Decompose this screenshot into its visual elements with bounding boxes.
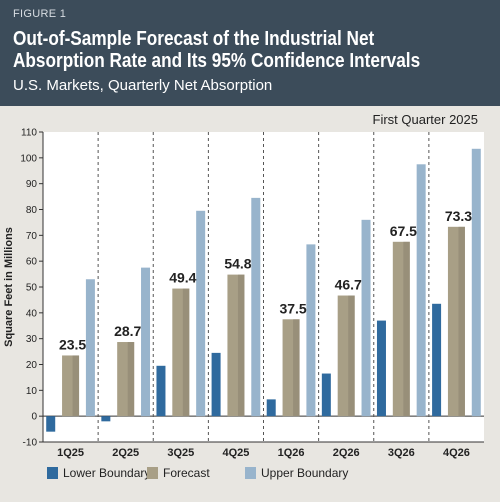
bar-forecast-shade	[458, 226, 465, 417]
data-label: 73.3	[445, 208, 472, 224]
figure-header: FIGURE 1 Out-of-Sample Forecast of the I…	[0, 0, 500, 106]
legend-swatch	[245, 467, 256, 479]
data-label: 37.5	[279, 300, 306, 316]
data-label: 67.5	[390, 223, 417, 239]
bar-lower-boundary	[211, 352, 221, 417]
bar-forecast-shade	[293, 319, 300, 417]
bar-forecast-shade	[237, 274, 245, 417]
x-tick-label: 3Q25	[167, 447, 194, 459]
legend-entry: Upper Boundary	[261, 466, 348, 480]
bar-lower-boundary	[432, 303, 442, 417]
bar-lower-boundary	[376, 320, 386, 417]
y-tick-label: 40	[26, 308, 38, 319]
figure-label: FIGURE 1	[13, 8, 67, 20]
x-tick-label: 3Q26	[388, 447, 415, 459]
bar-lower-boundary	[101, 416, 111, 422]
x-tick-label: 4Q26	[443, 447, 470, 459]
data-label: 23.5	[59, 336, 86, 352]
bar-chart: First Quarter 2025 Square Feet in Million…	[3, 112, 484, 480]
y-tick-label: 50	[26, 283, 38, 294]
y-tick-label: 90	[26, 179, 38, 190]
bar-upper-boundary	[306, 244, 316, 417]
legend-entry: Lower Boundary	[63, 466, 150, 480]
x-tick-label: 1Q25	[57, 447, 84, 459]
y-tick-label: 20	[26, 360, 38, 371]
legend-entry: Forecast	[163, 466, 210, 480]
y-tick-label: 60	[26, 257, 38, 268]
chart-title-line1: Out-of-Sample Forecast of the Industrial…	[13, 28, 375, 50]
legend-swatch	[47, 467, 58, 479]
x-tick-label: 4Q25	[222, 447, 249, 459]
data-label: 28.7	[114, 323, 141, 339]
y-axis-label: Square Feet in Millions	[3, 227, 15, 347]
y-tick-label: 110	[21, 128, 37, 139]
legend-swatch	[147, 467, 158, 479]
bar-upper-boundary	[361, 219, 371, 417]
data-label: 49.4	[169, 270, 196, 286]
bar-lower-boundary	[46, 416, 56, 432]
bar-upper-boundary	[471, 148, 481, 417]
bar-upper-boundary	[85, 279, 95, 417]
data-label: 54.8	[224, 256, 251, 272]
bar-forecast-shade	[348, 295, 355, 417]
y-tick-label: 10	[26, 386, 38, 397]
chart-title: Out-of-Sample Forecast of the Industrial…	[13, 28, 426, 72]
y-tick-label: 80	[26, 205, 38, 216]
chart-title-line2: Absorption Rate and Its 95% Confidence I…	[13, 50, 421, 72]
bar-upper-boundary	[196, 210, 206, 417]
bar-forecast-shade	[403, 241, 410, 417]
bar-forecast-shade	[182, 288, 190, 417]
y-tick-label: 100	[20, 153, 37, 164]
bar-forecast-shade	[127, 342, 135, 417]
x-tick-label: 1Q26	[278, 447, 305, 459]
plot-area: First Quarter 2025 Square Feet in Million…	[0, 106, 500, 502]
bar-lower-boundary	[156, 365, 166, 417]
bar-upper-boundary	[416, 164, 426, 417]
x-tick-label: 2Q26	[333, 447, 360, 459]
chart-annotation: First Quarter 2025	[373, 112, 479, 127]
data-label: 46.7	[335, 277, 362, 293]
chart-subtitle: U.S. Markets, Quarterly Net Absorption	[13, 77, 273, 94]
bar-upper-boundary	[141, 267, 151, 417]
bar-lower-boundary	[266, 399, 276, 417]
bar-upper-boundary	[251, 197, 261, 417]
y-tick-label: 70	[26, 231, 38, 242]
y-tick-label: 0	[31, 412, 37, 423]
bar-forecast-shade	[72, 355, 80, 417]
x-tick-label: 2Q25	[112, 447, 139, 459]
y-tick-label: -10	[23, 438, 38, 449]
y-tick-label: 30	[26, 334, 38, 345]
bar-lower-boundary	[321, 373, 331, 417]
